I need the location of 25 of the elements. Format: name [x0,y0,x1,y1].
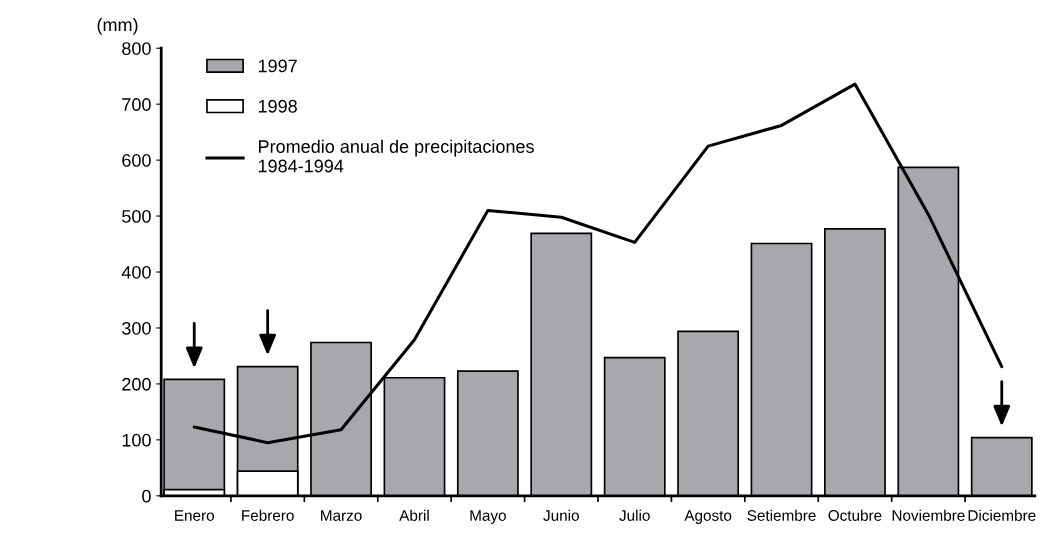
x-tick-label: Noviembre [892,509,965,521]
legend-label: 1997 [258,59,297,73]
x-tick-label: Mayo [470,510,506,524]
x-tick-label: Febrero [242,509,294,521]
y-tick-label: 300 [122,321,151,335]
y-tick-label: 0 [142,489,151,503]
y-tick-label: 600 [122,154,151,167]
x-tick-label: Setiembre [747,509,816,521]
x-tick-label: Marzo [321,510,362,521]
x-tick-label: Diciembre [968,509,1036,521]
y-tick-label: 100 [122,433,151,447]
y-tick-label: 700 [122,98,151,111]
y-axis-title: (mm) [97,17,138,35]
x-tick-label: Abril [399,509,429,521]
y-tick-label: 500 [122,210,151,223]
y-tick-label: 400 [121,265,151,279]
legend-label: Promedio anual de precipitaciones 1984-1994 [258,139,534,173]
x-tick-label: Octubre [828,509,882,521]
legend-label: 1998 [258,99,297,113]
x-tick-label: Junio [543,509,579,521]
y-tick-label: 800 [122,42,151,55]
y-tick-label: 200 [122,377,151,391]
x-tick-label: Julio [619,509,650,521]
x-tick-label: Agosto [684,510,732,524]
x-tick-label: Enero [175,510,214,521]
